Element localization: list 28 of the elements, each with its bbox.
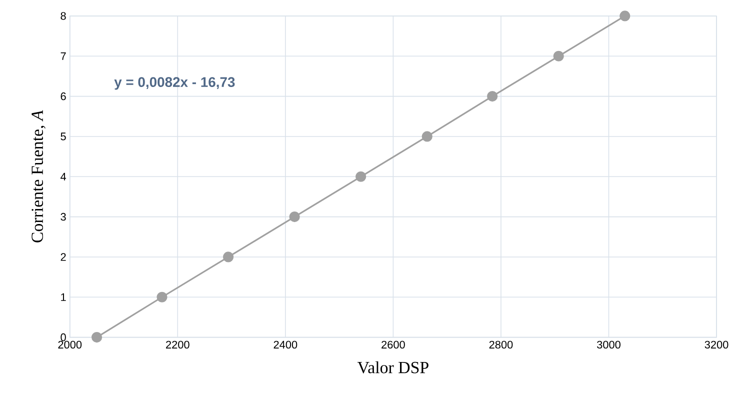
x-tick-label: 2200 bbox=[166, 340, 190, 348]
point bbox=[92, 332, 102, 343]
point bbox=[289, 211, 300, 222]
point bbox=[553, 50, 564, 62]
point bbox=[620, 10, 630, 22]
y-axis-title: Corriente Fuente, A bbox=[32, 110, 46, 242]
x-tick-label: 2800 bbox=[489, 340, 513, 348]
y-tick-label: 5 bbox=[60, 132, 66, 140]
y-tick-label: 3 bbox=[60, 212, 66, 221]
x-tick-label: 2000 bbox=[58, 340, 82, 348]
point bbox=[156, 292, 168, 302]
x-axis-title: Valor DSP bbox=[357, 361, 428, 374]
x-tick-label: 2600 bbox=[382, 340, 405, 348]
point bbox=[487, 90, 498, 102]
y-tick-label: 8 bbox=[60, 12, 66, 20]
x-tick-label: 3200 bbox=[704, 340, 728, 348]
y-tick-label: 2 bbox=[60, 253, 66, 261]
point bbox=[223, 252, 234, 262]
point bbox=[422, 131, 432, 142]
x-tick-label: 2400 bbox=[274, 340, 298, 348]
annotation: y = 0,0082x - 16,73 bbox=[114, 77, 235, 90]
y-tick-label: 6 bbox=[60, 92, 66, 100]
y-tick-label: 1 bbox=[61, 293, 66, 301]
point bbox=[356, 171, 366, 182]
y-tick-label: 7 bbox=[60, 52, 66, 60]
y-tick-label: 4 bbox=[60, 172, 66, 180]
y-tick-label: 0 bbox=[60, 333, 66, 342]
x-tick-label: 3000 bbox=[597, 340, 620, 348]
